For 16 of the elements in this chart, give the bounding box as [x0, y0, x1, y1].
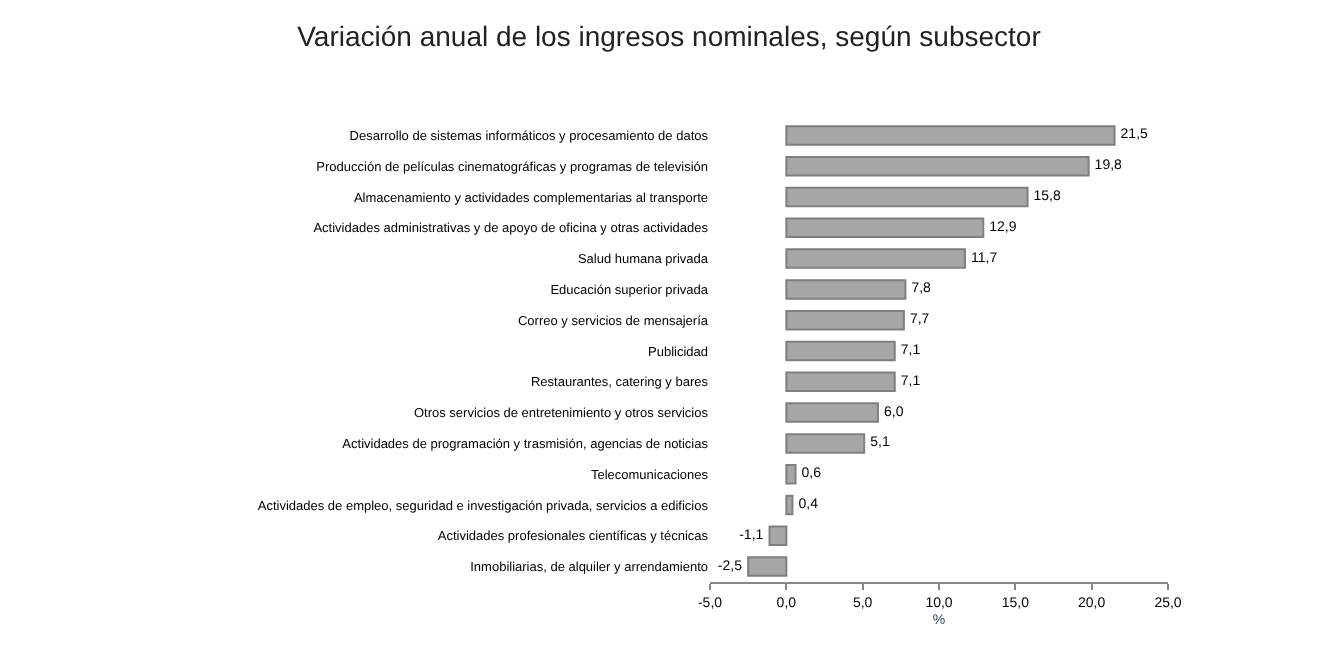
bar — [785, 433, 866, 454]
bar — [785, 155, 1090, 177]
bar — [785, 279, 907, 300]
bar — [785, 248, 966, 269]
bar — [785, 186, 1029, 208]
bar — [785, 494, 794, 516]
bar — [785, 340, 896, 362]
bar — [785, 463, 797, 485]
bar — [768, 525, 788, 547]
bar — [785, 125, 1116, 146]
bar — [785, 402, 879, 423]
bar — [785, 309, 905, 331]
chart-title: Variación anual de los ingresos nominales, según subsector — [297, 19, 1042, 52]
bar — [785, 217, 985, 239]
bar — [785, 371, 896, 393]
bar — [747, 556, 788, 577]
